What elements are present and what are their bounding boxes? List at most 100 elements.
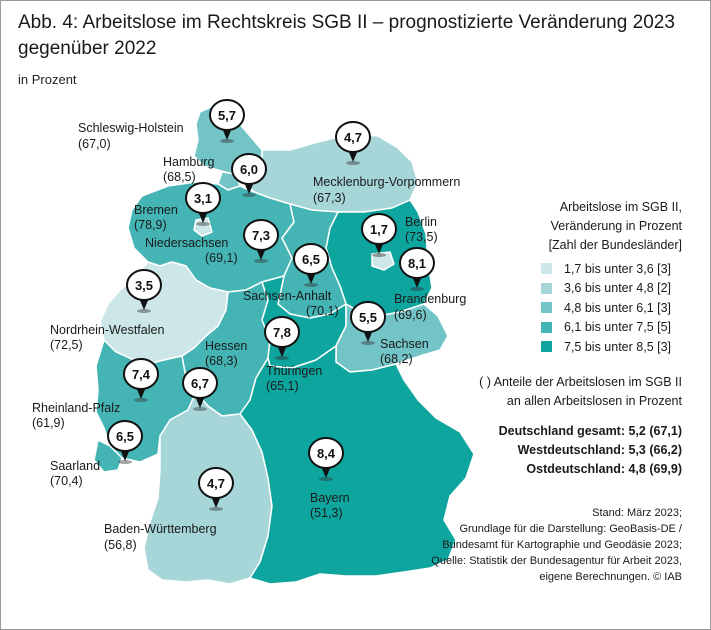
pin-pointer bbox=[348, 150, 358, 162]
pin-pointer bbox=[374, 242, 384, 254]
source-line: Stand: März 2023; bbox=[592, 507, 682, 519]
pin-pointer bbox=[136, 387, 146, 399]
legend-item-label: 1,7 bis unter 3,6 [3] bbox=[564, 261, 672, 276]
pin-shadow bbox=[209, 507, 223, 511]
legend-item-label: 3,6 bis unter 4,8 [2] bbox=[564, 281, 672, 296]
total-germany: Deutschland gesamt: 5,2 (67,1) bbox=[498, 424, 682, 438]
pin-value: 6,5 bbox=[116, 429, 134, 444]
pin-pointer bbox=[306, 272, 316, 284]
source-line: Bundesamt für Kartographie und Geodäsie … bbox=[442, 539, 682, 551]
legend-item: 7,5 bis unter 8,5 [3] bbox=[541, 337, 671, 357]
pin-balloon bbox=[293, 243, 329, 275]
pin-balloon bbox=[185, 182, 221, 214]
pin-value: 8,4 bbox=[317, 446, 336, 461]
label-hh-name: Hamburg bbox=[163, 155, 214, 169]
source-line: Grundlage für die Darstellung: GeoBasis-… bbox=[459, 523, 682, 535]
legend-item: 4,8 bis unter 6,1 [3] bbox=[541, 298, 671, 318]
pin-pointer bbox=[256, 248, 266, 260]
pin-balloon bbox=[350, 301, 386, 333]
pin-value: 5,5 bbox=[359, 310, 377, 325]
legend-item-label: 6,1 bis unter 7,5 [5] bbox=[564, 320, 672, 335]
value-pin-sh: 5,7 bbox=[209, 99, 245, 143]
region-saarland bbox=[93, 439, 123, 473]
legend-item: 3,6 bis unter 4,8 [2] bbox=[541, 279, 671, 299]
label-sh-share: (67,0) bbox=[78, 137, 111, 151]
total-west: Westdeutschland: 5,3 (66,2) bbox=[517, 443, 682, 457]
pin-value: 6,0 bbox=[240, 162, 258, 177]
label-bb-share: (69,6) bbox=[394, 308, 427, 322]
pin-shadow bbox=[137, 309, 151, 313]
pin-value: 6,5 bbox=[302, 252, 320, 267]
pin-balloon bbox=[308, 437, 344, 469]
legend-swatch bbox=[541, 321, 552, 333]
value-pin-sn: 5,5 bbox=[350, 301, 386, 345]
value-pin-st: 6,5 bbox=[293, 243, 329, 287]
label-sl-name: Saarland bbox=[50, 459, 100, 473]
pin-value: 8,1 bbox=[408, 256, 426, 271]
label-bw-share: (56,8) bbox=[104, 538, 137, 552]
share-note-line: ( ) Anteile der Arbeitslosen im SGB II bbox=[479, 375, 682, 389]
pin-shadow bbox=[304, 283, 318, 287]
pin-balloon bbox=[264, 316, 300, 348]
pin-balloon bbox=[126, 269, 162, 301]
source-note: Stand: März 2023; Grundlage für die Dars… bbox=[380, 505, 682, 585]
value-pin-bw: 4,7 bbox=[198, 467, 234, 511]
label-hb-name: Bremen bbox=[134, 203, 178, 217]
pin-pointer bbox=[195, 396, 205, 408]
legend-title-line: Veränderung in Prozent bbox=[550, 219, 682, 233]
value-pin-rp: 7,4 bbox=[123, 358, 159, 402]
value-pin-mv: 4,7 bbox=[335, 121, 371, 165]
value-pin-nw: 3,5 bbox=[126, 269, 162, 313]
label-he-share: (68,3) bbox=[205, 354, 238, 368]
value-pin-by: 8,4 bbox=[308, 437, 344, 481]
legend-title: Arbeitslose im SGB II, Veränderung in Pr… bbox=[500, 198, 682, 255]
label-st-name: Sachsen-Anhalt bbox=[243, 289, 332, 303]
pin-value: 1,7 bbox=[370, 222, 388, 237]
pin-balloon bbox=[335, 121, 371, 153]
label-hh-share: (68,5) bbox=[163, 170, 196, 184]
pin-pointer bbox=[222, 128, 232, 140]
label-bb-name: Brandenburg bbox=[394, 292, 466, 306]
label-st-share: (70,1) bbox=[306, 304, 339, 318]
pin-shadow bbox=[254, 259, 268, 263]
pin-pointer bbox=[139, 298, 149, 310]
legend-item: 6,1 bis unter 7,5 [5] bbox=[541, 318, 671, 338]
pin-value: 7,8 bbox=[273, 325, 291, 340]
label-by-name: Bayern bbox=[310, 491, 350, 505]
label-th-name: Thüringen bbox=[266, 364, 322, 378]
label-mv-share: (67,3) bbox=[313, 191, 346, 205]
pin-pointer bbox=[211, 496, 221, 508]
share-note-line: an allen Arbeitslosen in Prozent bbox=[506, 394, 682, 408]
pin-shadow bbox=[118, 460, 132, 464]
label-th-share: (65,1) bbox=[266, 379, 299, 393]
pin-shadow bbox=[196, 222, 210, 226]
legend-title-line: Arbeitslose im SGB II, bbox=[559, 200, 682, 214]
legend-swatch bbox=[541, 302, 552, 314]
value-pin-th: 7,8 bbox=[264, 316, 300, 360]
label-sn-name: Sachsen bbox=[380, 337, 429, 351]
pin-value: 7,3 bbox=[252, 228, 270, 243]
label-hb-share: (78,9) bbox=[134, 218, 167, 232]
pin-value: 7,4 bbox=[132, 367, 151, 382]
pin-shadow bbox=[275, 356, 289, 360]
total-east: Ostdeutschland: 4,8 (69,9) bbox=[526, 462, 682, 476]
value-pin-he: 6,7 bbox=[182, 367, 218, 411]
label-bw-name: Baden-Württemberg bbox=[104, 522, 217, 536]
pin-balloon bbox=[231, 153, 267, 185]
label-be-share: (73,5) bbox=[405, 230, 438, 244]
value-pin-hh: 6,0 bbox=[231, 153, 267, 197]
pin-value: 4,7 bbox=[344, 130, 362, 145]
legend-item-label: 4,8 bis unter 6,1 [3] bbox=[564, 300, 672, 315]
pin-shadow bbox=[319, 477, 333, 481]
pin-shadow bbox=[242, 193, 256, 197]
legend: 1,7 bis unter 3,6 [3] 3,6 bis unter 4,8 … bbox=[541, 259, 671, 357]
pin-value: 3,1 bbox=[194, 191, 212, 206]
value-pin-sl: 6,5 bbox=[107, 420, 143, 464]
value-pin-hb: 3,1 bbox=[185, 182, 221, 226]
pin-balloon bbox=[243, 219, 279, 251]
legend-swatch bbox=[541, 282, 552, 294]
pin-pointer bbox=[198, 211, 208, 223]
totals-block: Deutschland gesamt: 5,2 (67,1) Westdeuts… bbox=[440, 422, 682, 479]
pin-balloon bbox=[209, 99, 245, 131]
